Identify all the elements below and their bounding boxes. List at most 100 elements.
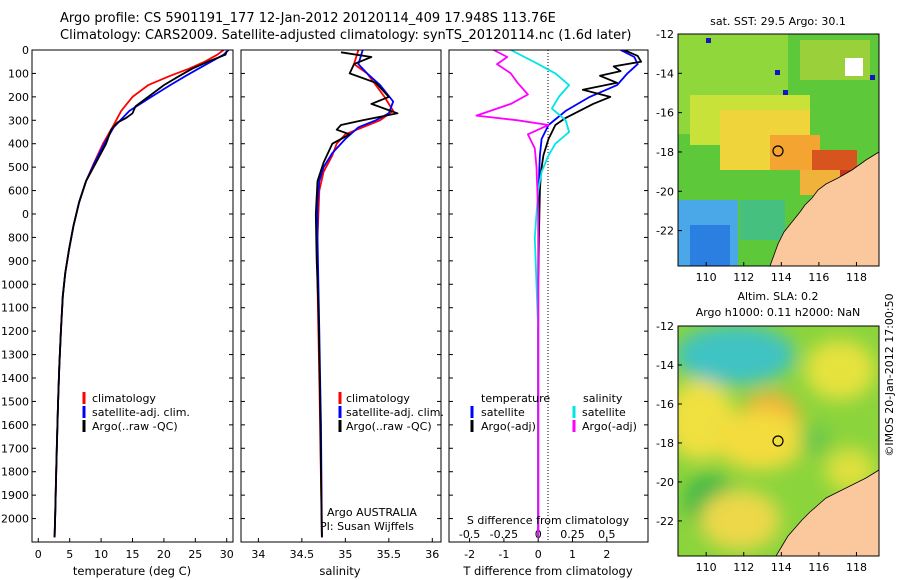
difference-x-ticks: -2 -1 0 1 2-0.5 -0.25 0 0.25 0.5 — [449, 49, 648, 561]
map-y-tick-label: -14 — [656, 67, 674, 80]
map-x-tick-label: 114 — [771, 561, 792, 574]
series-line-2 — [53, 50, 228, 538]
sla-argo-marker — [772, 435, 784, 447]
salinity-annotation-country: Argo AUSTRALIA — [327, 506, 417, 519]
sst-argo-marker — [772, 145, 784, 157]
series-line-1 — [537, 50, 642, 538]
salinity-axes-frame — [240, 49, 442, 543]
credit-text: ©IMOS 20-Jan-2012 17:00:50 — [883, 293, 896, 456]
sst-map-field — [678, 34, 879, 266]
y-tick-label: 1300 — [1, 349, 29, 362]
salinity-annotation-pi: PI: Susan Wijffels — [320, 520, 414, 533]
sst-map-title: sat. SST: 29.5 Argo: 30.1 — [710, 15, 846, 28]
sla-blob-yellow-s — [700, 490, 780, 550]
temperature-xlabel: temperature (deg C) — [73, 564, 191, 578]
x-tick-label: 0 — [35, 548, 42, 561]
sla-blob-yellow-ne — [805, 340, 875, 400]
series-line-0 — [316, 50, 395, 538]
legend-label-climatology: climatology — [92, 392, 156, 405]
x2-tick-label: -0.5 — [459, 528, 480, 541]
sla-blob-green — [799, 424, 831, 456]
sla-blob-yellow-c — [715, 410, 805, 470]
map-x-tick-label: 116 — [808, 561, 829, 574]
series-line-2 — [314, 51, 399, 538]
map-y-tick-label: -20 — [656, 476, 674, 489]
map-x-tick-label: 112 — [733, 561, 754, 574]
sla-map-subtitle: Argo h1000: 0.11 h2000: NaN — [696, 306, 861, 319]
legend-label-argo: Argo(..raw -QC) — [346, 420, 432, 433]
temperature-panel: 0100200300400500600080090010001100120013… — [1, 44, 234, 578]
temperature-y-ticks: 0 100 200 300 400 500 600 0 800 900 1000 1100 1200 13… — [1, 44, 233, 526]
x-tick-label: 35.5 — [377, 548, 402, 561]
temperature-x-ticks: 0 5 10 15 20 25 30 — [35, 538, 234, 561]
map-y-tick-label: -20 — [656, 185, 674, 198]
y-tick-label: 0 — [22, 44, 29, 57]
y-tick-label: 400 — [8, 138, 29, 151]
sla-map-panel: Altim. SLA: 0.2 Argo h1000: 0.11 h2000: … — [656, 290, 880, 574]
temperature-legend: climatology satellite-adj. clim. Argo(..… — [82, 392, 190, 433]
figure-title-line1: Argo profile: CS 5901191_177 12-Jan-2012… — [60, 11, 556, 26]
map-y-tick-label: -22 — [656, 225, 674, 238]
map-x-tick-label: 118 — [846, 271, 867, 284]
series-line-0 — [537, 50, 639, 538]
y-tick-label: 0 — [22, 208, 29, 221]
x-tick-label: 15 — [126, 548, 140, 561]
map-y-tick-label: -22 — [656, 515, 674, 528]
legend-label-argo: Argo(..raw -QC) — [92, 420, 178, 433]
legend-label-t-argo: Argo(-adj) — [481, 420, 536, 433]
difference-legend: temperature satellite Argo(-adj) salinit… — [470, 392, 637, 433]
sst-cloud-pixel — [775, 70, 780, 75]
map-x-tick-label: 114 — [771, 271, 792, 284]
x-tick-label: 0 — [535, 548, 542, 561]
temperature-series — [53, 50, 230, 538]
sla-land — [775, 469, 879, 556]
y-tick-label: 1700 — [1, 442, 29, 455]
salinity-legend: climatology satellite-adj. clim. Argo(..… — [338, 392, 444, 433]
map-x-tick-label: 110 — [696, 561, 717, 574]
sst-cloud-pixel — [783, 90, 788, 95]
sla-map-title: Altim. SLA: 0.2 — [737, 290, 818, 303]
x-tick-label: 36 — [425, 548, 439, 561]
map-x-tick-label: 116 — [808, 271, 829, 284]
x-tick-label: 1 — [569, 548, 576, 561]
x-tick-label: 25 — [188, 548, 202, 561]
x-tick-label: 34.5 — [290, 548, 315, 561]
y-tick-label: 1800 — [1, 466, 29, 479]
map-y-tick-label: -18 — [656, 437, 674, 450]
x-tick-label: 34 — [251, 548, 265, 561]
x-tick-label: -2 — [464, 548, 475, 561]
series-line-0 — [53, 50, 225, 538]
map-y-tick-label: -14 — [656, 359, 674, 372]
salinity-xlabel: salinity — [319, 564, 360, 578]
legend-label-s-satellite: satellite — [582, 406, 626, 419]
map-y-tick-label: -12 — [656, 28, 674, 41]
legend-label-t-satellite: satellite — [481, 406, 525, 419]
map-x-tick-label: 118 — [846, 561, 867, 574]
y-tick-label: 100 — [8, 67, 29, 80]
map-x-tick-label: 110 — [696, 271, 717, 284]
sla-map-field — [678, 326, 879, 556]
y-tick-label: 1200 — [1, 325, 29, 338]
legend-label-s-argo: Argo(-adj) — [582, 420, 637, 433]
x2-tick-label: 0.25 — [560, 528, 585, 541]
legend-title-salinity: salinity — [583, 392, 623, 405]
x-tick-label: 5 — [66, 548, 73, 561]
series-line-1 — [53, 50, 230, 538]
x-tick-label: 30 — [220, 548, 234, 561]
sst-map-ticks: 110 112 114 116 118 -12 -14 -16 -18 -20 -22 — [656, 28, 867, 284]
y-tick-label: 300 — [8, 114, 29, 127]
difference-panel: -2 -1 0 1 2-0.5 -0.25 0 0.25 0.5 temperature sat… — [448, 49, 649, 578]
sst-patch-cool-3 — [740, 200, 785, 240]
y-tick-label: 600 — [8, 185, 29, 198]
sla-map-ticks: 110 112 114 116 118 -12 -14 -16 -18 -20 -22 — [656, 320, 867, 574]
legend-title-temperature: temperature — [481, 392, 550, 405]
x-tick-label: 20 — [157, 548, 171, 561]
map-y-tick-label: -12 — [656, 320, 674, 333]
y-tick-label: 1600 — [1, 419, 29, 432]
salinity-panel: 34 34.5 35 35.5 36 salinity climatology sate… — [240, 49, 444, 578]
temperature-axes-frame — [31, 49, 234, 543]
y-tick-label: 800 — [8, 231, 29, 244]
y-tick-label: 900 — [8, 255, 29, 268]
series-line-2 — [510, 50, 570, 538]
